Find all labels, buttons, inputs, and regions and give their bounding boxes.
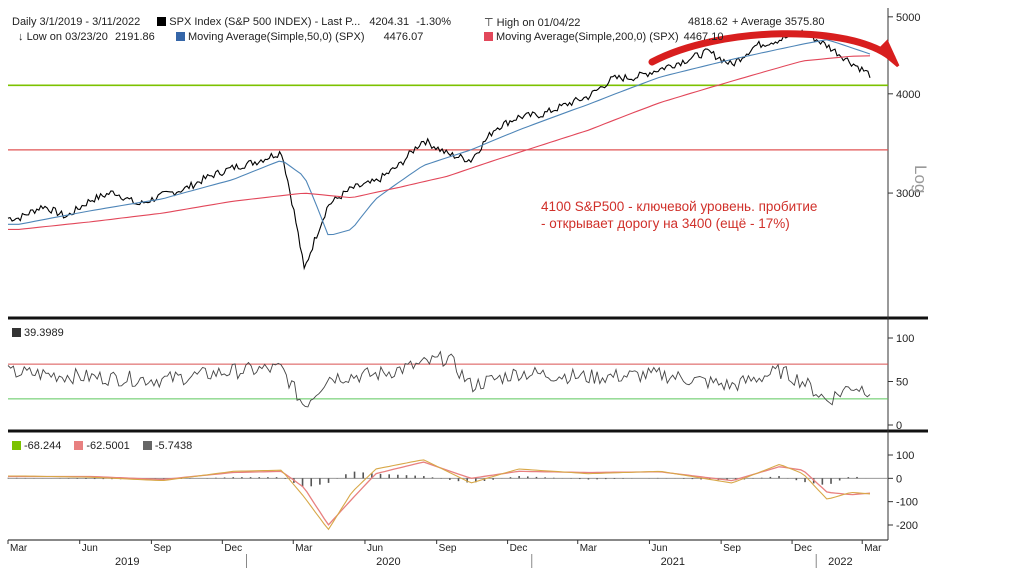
x-axis: Mar Jun Sep Dec Mar Jun Sep Dec Mar Jun Sep Dec Mar 2… bbox=[7, 540, 882, 568]
average-label: Average bbox=[740, 16, 782, 28]
annotation-line-1: 4100 S&P500 - ключевой уровень. пробитие bbox=[541, 199, 818, 214]
macd-ytick-label: 100 bbox=[896, 450, 914, 462]
xtick-month: Mar bbox=[295, 543, 313, 554]
spx-label: SPX Index (S&P 500 INDEX) - Last P... bbox=[169, 16, 361, 28]
xtick-month: Mar bbox=[10, 543, 28, 554]
macd-panel: -200 -100 0 100 bbox=[7, 450, 918, 532]
average-value: 3575.80 bbox=[784, 16, 825, 28]
xtick-month: Jun bbox=[82, 543, 98, 554]
rsi-legend: 39.3989 bbox=[12, 327, 64, 339]
macd-legend: -68.244 -62.5001 -5.7438 bbox=[12, 440, 202, 452]
xtick-month: Jun bbox=[367, 543, 383, 554]
series-ma200 bbox=[8, 55, 871, 230]
panel-frames bbox=[8, 316, 928, 541]
series-price bbox=[7, 29, 871, 271]
xtick-year: 2019 bbox=[115, 556, 139, 568]
ma50-legend: Moving Average(Simple,50,0) (SPX) 4476.0… bbox=[176, 31, 423, 43]
high-label: High on 01/04/22 bbox=[496, 17, 581, 29]
xtick-month: Sep bbox=[153, 543, 171, 554]
series-rsi bbox=[7, 350, 871, 408]
macd-v3: -5.7438 bbox=[154, 440, 193, 452]
xtick-month: Mar bbox=[580, 543, 598, 554]
low-value: 2191.86 bbox=[114, 31, 155, 43]
ma200-label: Moving Average(Simple,200,0) (SPX) bbox=[496, 31, 679, 43]
ma50-label: Moving Average(Simple,50,0) (SPX) bbox=[188, 31, 365, 43]
series-signal bbox=[8, 461, 871, 526]
xtick-year: 2021 bbox=[661, 556, 685, 568]
xtick-month: Dec bbox=[224, 543, 242, 554]
price-panel: 3000 4000 5000 bbox=[7, 12, 920, 271]
annotation: 4100 S&P500 - ключевой уровень. пробитие… bbox=[541, 198, 817, 232]
rsi-ytick-label: 0 bbox=[896, 420, 902, 432]
spx-swatch bbox=[157, 17, 167, 26]
series-macd bbox=[8, 459, 871, 531]
macd-histogram bbox=[7, 471, 867, 487]
high-row: ⊤ High on 01/04/22 4818.62 + Average 357… bbox=[484, 16, 825, 29]
rsi-ytick-label: 50 bbox=[896, 377, 908, 389]
xtick-month: Jun bbox=[651, 543, 667, 554]
log-label: Log bbox=[911, 165, 930, 193]
xtick-month: Dec bbox=[510, 543, 528, 554]
rsi-value: 39.3989 bbox=[24, 327, 64, 339]
ma200-value: 4467.10 bbox=[683, 31, 724, 43]
rsi-ytick-label: 100 bbox=[896, 333, 914, 345]
series-ma50 bbox=[8, 39, 871, 236]
xtick-month: Sep bbox=[723, 543, 741, 554]
last-price: 4204.31 bbox=[369, 16, 410, 28]
header-row-2: ↓ Low on 03/23/20 2191.86 bbox=[18, 31, 155, 43]
xtick-month: Sep bbox=[439, 543, 457, 554]
ytick-label: 4000 bbox=[896, 89, 920, 101]
macd-ytick-label: -200 bbox=[896, 520, 918, 532]
ma50-value: 4476.07 bbox=[383, 31, 424, 43]
low-label: Low on 03/23/20 bbox=[26, 31, 108, 43]
xtick-year: 2020 bbox=[376, 556, 400, 568]
date-range: Daily 3/1/2019 - 3/11/2022 bbox=[12, 16, 141, 28]
trend-arrow bbox=[648, 30, 896, 66]
macd-ytick-label: -100 bbox=[896, 497, 918, 509]
xtick-year: 2022 bbox=[828, 556, 852, 568]
xtick-month: Dec bbox=[794, 543, 812, 554]
rsi-panel: 0 50 100 bbox=[7, 333, 914, 432]
xtick-month: Mar bbox=[864, 543, 882, 554]
macd-ytick-label: 0 bbox=[896, 473, 902, 485]
high-value: 4818.62 bbox=[688, 16, 728, 28]
macd-v1: -68.244 bbox=[24, 440, 62, 452]
macd-v2: -62.5001 bbox=[86, 440, 130, 452]
ma200-legend: Moving Average(Simple,200,0) (SPX) 4467.… bbox=[484, 31, 723, 43]
ytick-label: 3000 bbox=[896, 188, 920, 200]
header-row-1: Daily 3/1/2019 - 3/11/2022 SPX Index (S&… bbox=[12, 16, 451, 28]
annotation-line-2: - открывает дорогу на 3400 (ещё - 17%) bbox=[541, 216, 790, 231]
trend-arrow-head bbox=[876, 39, 900, 68]
ytick-label: 5000 bbox=[896, 12, 920, 24]
change: -1.30% bbox=[416, 16, 451, 28]
